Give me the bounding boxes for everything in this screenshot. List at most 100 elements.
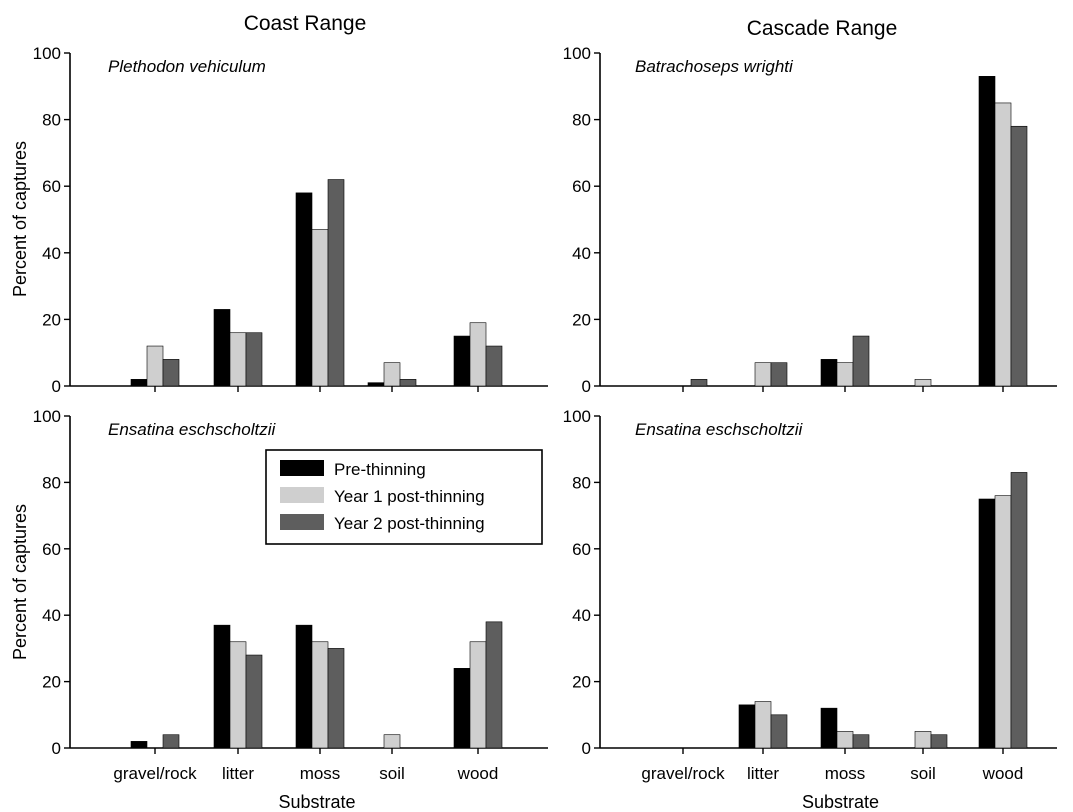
bar (914, 731, 932, 749)
bar (914, 379, 932, 387)
bar (229, 332, 247, 387)
y-tick-label: 100 (33, 407, 61, 426)
bar (130, 741, 148, 749)
bar (130, 379, 148, 387)
category-label: gravel/rock (113, 764, 197, 783)
bar (245, 654, 263, 749)
y-tick-label: 20 (42, 310, 61, 329)
y-tick-label: 60 (42, 177, 61, 196)
y-tick-label: 20 (572, 673, 591, 692)
bar (485, 621, 503, 749)
category-label: wood (982, 764, 1024, 783)
y-tick-label: 100 (33, 44, 61, 63)
x-axis-label: Substrate (278, 792, 355, 812)
chart-panel-top-right: 0 20 40 60 80 100 Batrachoseps wrighti (563, 44, 1057, 396)
y-tick-label: 0 (52, 377, 61, 396)
category-label: soil (379, 764, 405, 783)
column-title-coast: Coast Range (244, 12, 367, 35)
bar (311, 229, 329, 387)
y-tick-label: 80 (572, 473, 591, 492)
y-axis-label-top: Percent of captures (10, 141, 30, 297)
y-tick-label: 40 (42, 244, 61, 263)
bar (399, 379, 417, 387)
bar (245, 332, 263, 387)
bar (383, 362, 401, 387)
bar (994, 495, 1012, 749)
bar (311, 641, 329, 749)
bar (295, 192, 313, 387)
category-label: litter (222, 764, 254, 783)
bar (162, 734, 180, 749)
category-label: soil (910, 764, 936, 783)
bar (738, 704, 756, 749)
y-tick-label: 60 (572, 540, 591, 559)
bar (690, 379, 708, 387)
species-label: Ensatina eschscholtzii (635, 420, 803, 439)
bar (1010, 125, 1028, 387)
bar (453, 668, 471, 749)
legend-label: Year 2 post-thinning (334, 514, 485, 533)
bar (1010, 472, 1028, 749)
bar (327, 648, 345, 749)
panels: 0 20 40 60 80 100 Plethodon vehiculum 0 20 40 60 80… (33, 44, 1057, 812)
bar (994, 102, 1012, 387)
y-tick-label: 100 (563, 407, 591, 426)
category-label: litter (747, 764, 779, 783)
bar (770, 362, 788, 387)
bar (836, 362, 854, 387)
y-axis-label-bottom: Percent of captures (10, 504, 30, 660)
y-tick-label: 0 (582, 377, 591, 396)
legend-label: Pre-thinning (334, 460, 426, 479)
x-axis-label: Substrate (802, 792, 879, 812)
species-label: Plethodon vehiculum (108, 57, 266, 76)
bar (367, 382, 385, 387)
bar (146, 345, 164, 387)
legend-label: Year 1 post-thinning (334, 487, 485, 506)
y-tick-label: 0 (52, 739, 61, 758)
legend-swatch (280, 514, 324, 530)
bar (162, 359, 180, 387)
bar (469, 641, 487, 749)
bar (978, 498, 996, 749)
y-tick-label: 80 (572, 111, 591, 130)
category-label: wood (457, 764, 499, 783)
bar (469, 322, 487, 387)
y-tick-label: 20 (572, 310, 591, 329)
y-tick-label: 40 (572, 244, 591, 263)
bar (453, 335, 471, 387)
y-tick-label: 20 (42, 673, 61, 692)
category-label: gravel/rock (641, 764, 725, 783)
bar (754, 362, 772, 387)
chart-panel-top-left: 0 20 40 60 80 100 Plethodon vehiculum (33, 44, 548, 396)
bar (213, 624, 231, 749)
bar (852, 335, 870, 387)
species-label: Batrachoseps wrighti (635, 57, 794, 76)
legend-swatch (280, 487, 324, 503)
bar (978, 76, 996, 387)
chart-panel-bottom-right: 0 20 40 60 80 100 Ensatina eschscholtzii gravel… (563, 407, 1057, 812)
bar (327, 179, 345, 387)
bar (930, 734, 948, 749)
bar (820, 359, 838, 387)
y-tick-label: 0 (582, 739, 591, 758)
species-label: Ensatina eschscholtzii (108, 420, 276, 439)
legend-swatch (280, 460, 324, 476)
bar (754, 701, 772, 749)
column-title-cascade: Cascade Range (747, 17, 898, 40)
bar (295, 624, 313, 749)
y-tick-label: 100 (563, 44, 591, 63)
bar (213, 309, 231, 387)
bar (836, 731, 854, 749)
y-tick-label: 60 (572, 177, 591, 196)
y-tick-label: 40 (42, 606, 61, 625)
bar (770, 714, 788, 749)
legend: Pre-thinning Year 1 post-thinning Year 2 p… (265, 449, 543, 545)
y-tick-label: 60 (42, 540, 61, 559)
category-label: moss (300, 764, 341, 783)
y-tick-label: 40 (572, 606, 591, 625)
y-tick-label: 80 (42, 111, 61, 130)
bar (852, 734, 870, 749)
bar (485, 345, 503, 387)
bar (383, 734, 401, 749)
